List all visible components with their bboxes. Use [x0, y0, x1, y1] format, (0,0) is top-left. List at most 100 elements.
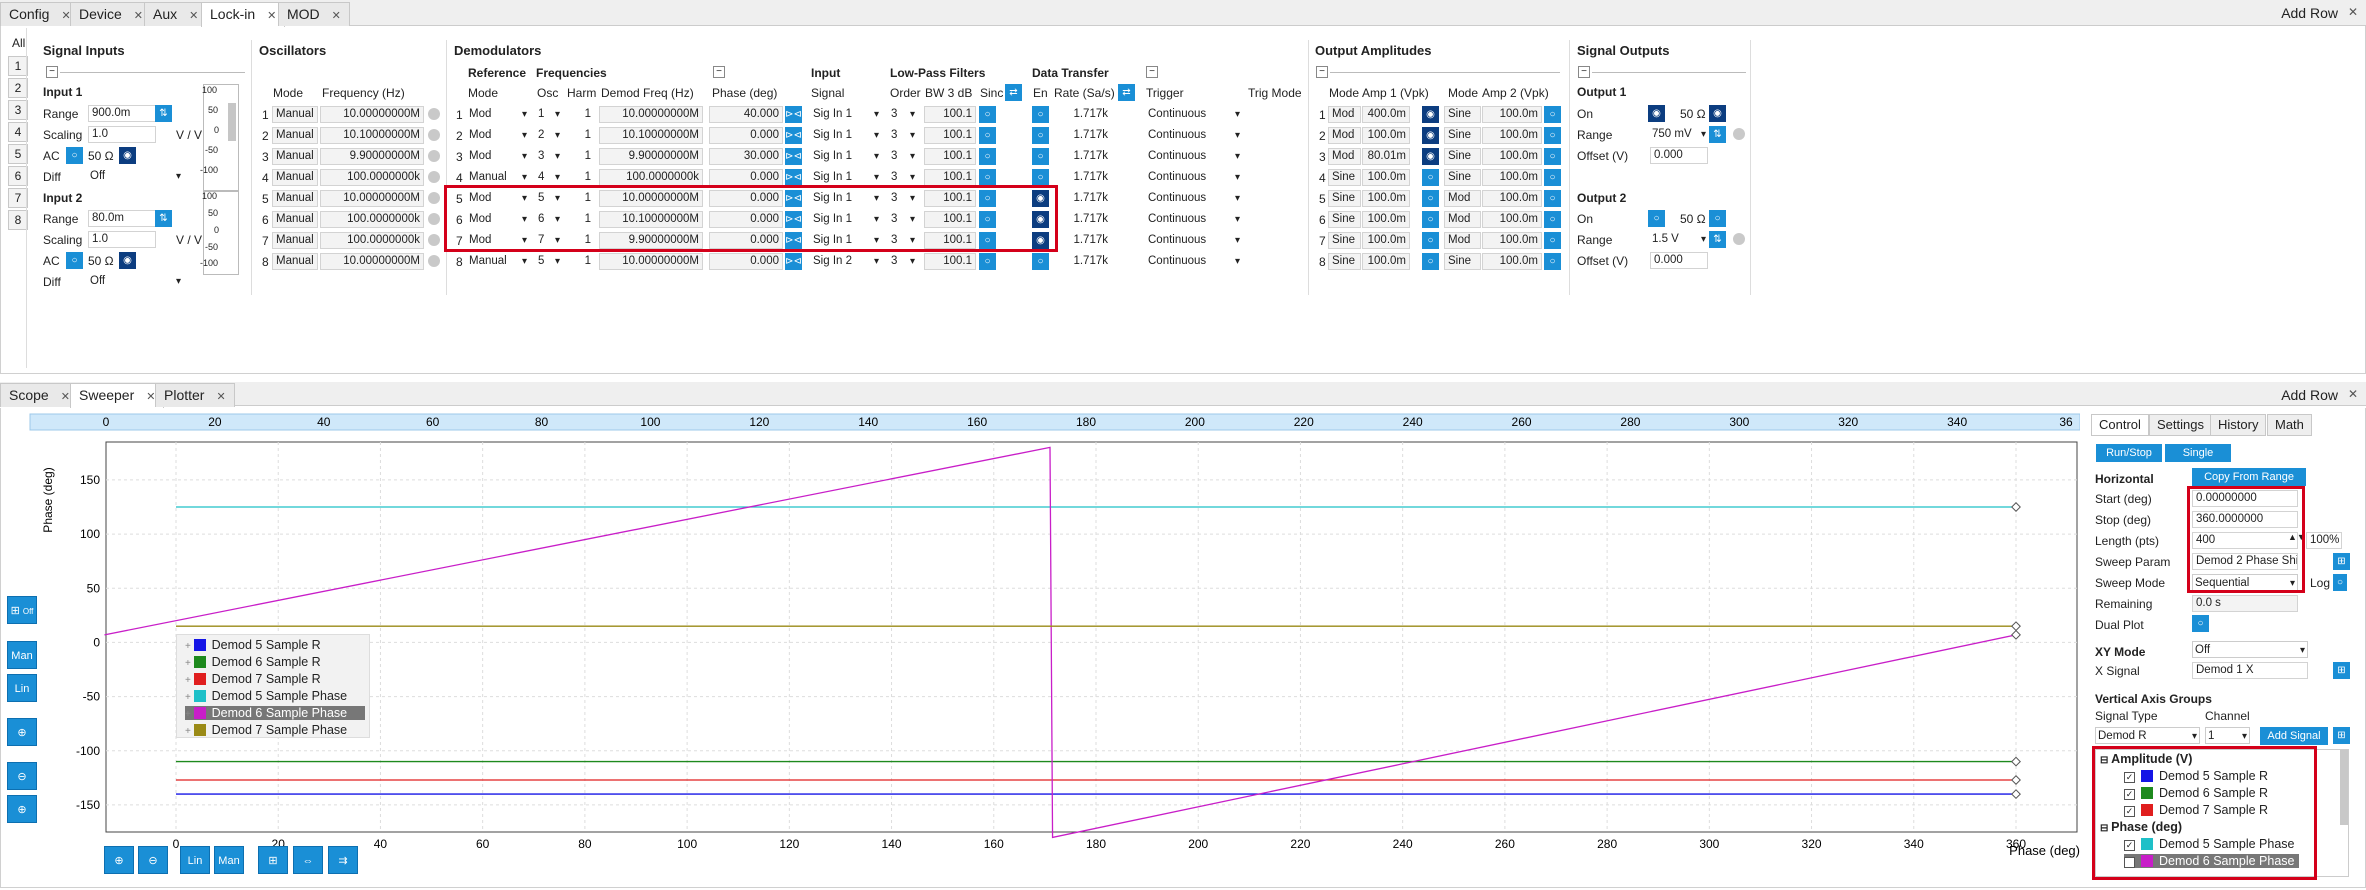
- amp2-enable-toggle[interactable]: ○: [1544, 148, 1561, 165]
- trigger-dropdown[interactable]: Continuous: [1146, 232, 1242, 249]
- trigger-dropdown[interactable]: Continuous: [1146, 148, 1242, 165]
- amp1-mode-field[interactable]: Sine: [1328, 190, 1361, 207]
- phase-field[interactable]: 0.000: [709, 253, 783, 270]
- osc-frequency-field[interactable]: 10.10000000M: [320, 127, 424, 144]
- enable-toggle[interactable]: ◉: [1032, 232, 1049, 249]
- demod-mode-dropdown[interactable]: Mod: [467, 148, 529, 165]
- tree-item[interactable]: ✓ Demod 5 Sample R: [2124, 769, 2268, 783]
- order-dropdown[interactable]: 3: [889, 169, 917, 186]
- demod-mode-dropdown[interactable]: Mod: [467, 127, 529, 144]
- signal-type-dropdown[interactable]: Demod R: [2095, 727, 2200, 745]
- checkbox[interactable]: ✓: [2124, 840, 2135, 851]
- checkbox[interactable]: ✓: [2124, 806, 2135, 817]
- tab-device[interactable]: Device ✕: [70, 2, 153, 26]
- amp2-mode-field[interactable]: Sine: [1444, 127, 1481, 144]
- osc-mode-field[interactable]: Manual: [272, 127, 318, 144]
- legend-item[interactable]: + Demod 5 Sample Phase: [185, 689, 365, 703]
- start-field[interactable]: 0.00000000: [2192, 490, 2298, 507]
- input1-range-field[interactable]: 900.0m: [88, 105, 156, 122]
- channel-dropdown[interactable]: 1: [2205, 727, 2250, 745]
- collapse-icon[interactable]: −: [46, 66, 58, 78]
- trigger-dropdown[interactable]: Continuous: [1146, 106, 1242, 123]
- collapse-icon[interactable]: ⊟: [2100, 823, 2112, 834]
- amp2-enable-toggle[interactable]: ○: [1544, 253, 1561, 270]
- phase-zero-icon[interactable]: ⊳⊲: [785, 127, 802, 144]
- amp1-enable-toggle[interactable]: ○: [1422, 232, 1439, 249]
- add-row-button[interactable]: Add Row: [2281, 5, 2338, 21]
- harm-field[interactable]: 1: [567, 127, 595, 144]
- amp1-field[interactable]: 100.0m: [1362, 232, 1410, 249]
- demod-mode-dropdown[interactable]: Manual: [467, 169, 529, 186]
- enable-toggle[interactable]: ◉: [1032, 211, 1049, 228]
- enable-toggle[interactable]: ○: [1032, 127, 1049, 144]
- scrollbar[interactable]: [2340, 750, 2348, 825]
- bw-field[interactable]: 100.1: [924, 232, 976, 249]
- osc-frequency-field[interactable]: 10.00000000M: [320, 106, 424, 123]
- sinc-toggle[interactable]: ○: [979, 127, 996, 144]
- log-toggle[interactable]: ○: [2333, 574, 2347, 591]
- trigger-dropdown[interactable]: Continuous: [1146, 211, 1242, 228]
- rate-field[interactable]: 1.717k: [1052, 211, 1112, 228]
- auto-range-icon[interactable]: ⇅: [155, 105, 172, 122]
- output2-50ohm-toggle[interactable]: ○: [1709, 210, 1726, 227]
- bw-field[interactable]: 100.1: [924, 148, 976, 165]
- amp2-mode-field[interactable]: Sine: [1444, 253, 1481, 270]
- amp2-mode-field[interactable]: Mod: [1444, 211, 1481, 228]
- osc-frequency-field[interactable]: 100.0000000k: [320, 169, 424, 186]
- order-dropdown[interactable]: 3: [889, 211, 917, 228]
- amp1-mode-field[interactable]: Sine: [1328, 253, 1361, 270]
- close-icon[interactable]: ✕: [2347, 5, 2358, 19]
- collapse-icon[interactable]: −: [1578, 66, 1590, 78]
- signal-dropdown[interactable]: Sig In 1: [811, 169, 881, 186]
- ac-toggle[interactable]: ○: [66, 147, 83, 164]
- phase-zero-icon[interactable]: ⊳⊲: [785, 190, 802, 207]
- osc-frequency-field[interactable]: 10.00000000M: [320, 253, 424, 270]
- bw-field[interactable]: 100.1: [924, 106, 976, 123]
- marker-icon[interactable]: ⇉: [328, 846, 358, 874]
- amp1-enable-toggle[interactable]: ○: [1422, 190, 1439, 207]
- tab-settings[interactable]: Settings: [2149, 414, 2212, 436]
- sinc-toggle[interactable]: ○: [979, 106, 996, 123]
- bw-field[interactable]: 100.1: [924, 211, 976, 228]
- sinc-toggle[interactable]: ○: [979, 148, 996, 165]
- rate-field[interactable]: 1.717k: [1052, 190, 1112, 207]
- legend-item[interactable]: + Demod 5 Sample R: [185, 638, 365, 652]
- amp2-enable-toggle[interactable]: ○: [1544, 211, 1561, 228]
- osc-frequency-field[interactable]: 10.00000000M: [320, 190, 424, 207]
- close-icon[interactable]: ✕: [146, 391, 156, 403]
- signal-dropdown[interactable]: Sig In 1: [811, 190, 881, 207]
- tree-select-icon[interactable]: ⊞: [2333, 662, 2350, 679]
- enable-toggle[interactable]: ◉: [1032, 190, 1049, 207]
- length-pct-field[interactable]: 100%: [2306, 532, 2342, 549]
- series-end-marker[interactable]: [2011, 629, 2021, 640]
- amp2-enable-toggle[interactable]: ○: [1544, 190, 1561, 207]
- amp1-enable-toggle[interactable]: ◉: [1422, 148, 1439, 165]
- man-button[interactable]: Man: [7, 641, 37, 669]
- order-dropdown[interactable]: 3: [889, 232, 917, 249]
- osc-select-dropdown[interactable]: 2: [536, 127, 562, 144]
- tab-aux[interactable]: Aux ✕: [144, 2, 208, 26]
- amp2-mode-field[interactable]: Sine: [1444, 106, 1481, 123]
- osc-select-dropdown[interactable]: 3: [536, 148, 562, 165]
- auto-range-icon[interactable]: ⇅: [1709, 231, 1726, 248]
- zoom-out-icon[interactable]: ⊖: [138, 846, 168, 874]
- zoom-out-icon[interactable]: ⊖: [7, 762, 37, 790]
- amp1-mode-field[interactable]: Sine: [1328, 169, 1361, 186]
- output1-50ohm-toggle[interactable]: ◉: [1709, 105, 1726, 122]
- phase-zero-icon[interactable]: ⊳⊲: [785, 106, 802, 123]
- osc-mode-field[interactable]: Manual: [272, 190, 318, 207]
- amp2-mode-field[interactable]: Sine: [1444, 148, 1481, 165]
- amp2-field[interactable]: 100.0m: [1482, 190, 1542, 207]
- diff-dropdown[interactable]: Off: [88, 273, 183, 290]
- order-dropdown[interactable]: 3: [889, 253, 917, 270]
- legend-item[interactable]: + Demod 6 Sample R: [185, 655, 365, 669]
- top-axis-bar[interactable]: [29, 413, 2080, 431]
- demod-mode-dropdown[interactable]: Mod: [467, 232, 529, 249]
- trigger-dropdown[interactable]: Continuous: [1146, 169, 1242, 186]
- tree-select-icon[interactable]: ⊞: [2333, 553, 2350, 570]
- dual-plot-toggle[interactable]: ○: [2192, 615, 2209, 632]
- output1-offset-field[interactable]: 0.000: [1650, 147, 1708, 164]
- single-button[interactable]: Single: [2165, 444, 2231, 462]
- osc-mode-field[interactable]: Manual: [272, 169, 318, 186]
- demod-mode-dropdown[interactable]: Manual: [467, 253, 529, 270]
